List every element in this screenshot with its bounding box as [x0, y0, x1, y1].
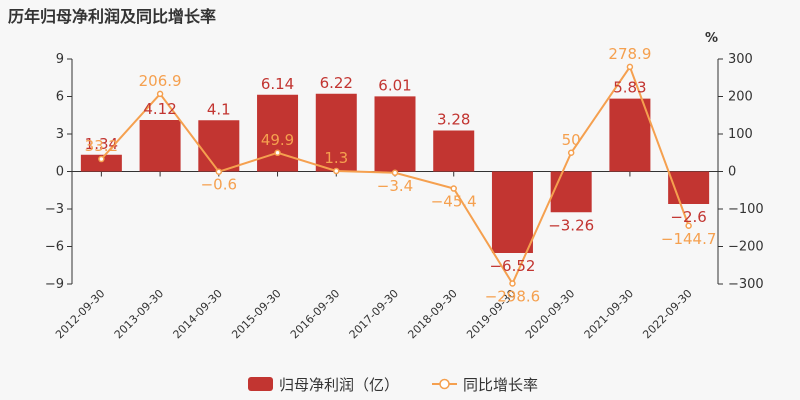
right-tick-label: −200 [728, 240, 764, 255]
right-tick-label: 300 [728, 52, 753, 67]
legend-line-label[interactable]: 同比增长率 [463, 376, 538, 394]
left-tick-label: −6 [45, 240, 64, 255]
right-tick-label: −100 [728, 202, 764, 217]
bar[interactable] [374, 96, 416, 172]
x-tick-label: 2018-09-30 [405, 287, 459, 341]
line-point[interactable] [626, 63, 634, 71]
line-point[interactable] [567, 149, 575, 156]
right-tick-label: 0 [728, 165, 736, 180]
legend[interactable]: 归母净利润（亿） 同比增长率 [248, 376, 538, 394]
x-tick-label: 2016-09-30 [288, 287, 342, 341]
bars [80, 93, 710, 254]
line-point[interactable] [509, 280, 516, 287]
legend-bar-swatch[interactable] [248, 377, 273, 391]
line-value-label: 49.9 [261, 131, 294, 149]
right-tick-label: −300 [728, 277, 764, 292]
left-tick-label: 0 [56, 165, 64, 180]
bar[interactable] [433, 130, 475, 172]
x-tick-label: 2015-09-30 [229, 287, 283, 341]
bar[interactable] [80, 154, 122, 172]
growth-line [98, 63, 692, 287]
chart-title: 历年归母净利润及同比增长率 [8, 7, 216, 26]
bar[interactable] [315, 93, 357, 172]
x-tick-label: 2021-09-30 [582, 287, 636, 341]
bar-value-label: 6.01 [378, 76, 411, 94]
bar-value-label: 6.14 [261, 75, 294, 93]
bar-value-label: 4.12 [143, 100, 176, 118]
bar-value-label: −6.52 [489, 257, 535, 275]
bar[interactable] [257, 94, 299, 172]
line-point[interactable] [391, 169, 399, 177]
bar-value-label: 4.1 [207, 100, 231, 118]
data-labels: 1.34 4.12 4.1 6.14 6.22 6.01 3.28 −6.52 −3.26 5.8… [85, 45, 717, 306]
x-tick-label: 2012-09-30 [53, 287, 107, 341]
x-tick-label: 2013-09-30 [112, 287, 166, 341]
line-point[interactable] [450, 185, 457, 192]
bar-value-label: 6.22 [320, 74, 353, 92]
line-value-label: 278.9 [608, 45, 651, 63]
axes: 9 6 3 0 −3 −6 −9 300 200 100 0 −100 −200 −300 2012-09-… [45, 52, 764, 341]
bar[interactable] [609, 98, 651, 172]
bar[interactable] [198, 120, 240, 172]
left-tick-label: 6 [56, 90, 64, 105]
left-tick-label: 3 [56, 127, 64, 142]
bar-value-label: 3.28 [437, 111, 470, 129]
bar[interactable] [139, 120, 181, 172]
line-value-label: 33.2 [85, 137, 118, 155]
line-point[interactable] [156, 90, 164, 98]
line-value-label: −298.6 [485, 287, 541, 305]
legend-bar-label[interactable]: 归母净利润（亿） [279, 376, 399, 394]
line-value-label: 206.9 [139, 72, 182, 90]
line-value-label: −3.4 [377, 177, 413, 195]
line-point[interactable] [274, 149, 281, 157]
right-tick-label: 200 [728, 90, 753, 105]
bar-value-label: −3.26 [548, 216, 594, 234]
line-point[interactable] [215, 168, 223, 175]
right-axis-unit: % [705, 31, 718, 46]
bar-value-label: 1.34 [85, 135, 118, 153]
line-point[interactable] [685, 222, 692, 230]
line-value-label: −0.6 [201, 176, 237, 194]
line-value-label: 50 [562, 131, 581, 149]
left-tick-label: 9 [56, 52, 64, 67]
right-tick-label: 100 [728, 127, 753, 142]
bar-value-label: 5.83 [613, 79, 646, 97]
line-value-label: −45.4 [431, 193, 477, 211]
line-point[interactable] [333, 167, 340, 175]
bar[interactable] [550, 171, 592, 213]
line-value-label: −144.7 [661, 230, 717, 248]
x-tick-label: 2022-09-30 [640, 287, 694, 341]
legend-line-marker[interactable] [439, 378, 450, 390]
bar-value-label: −2.6 [670, 208, 706, 226]
x-tick-label: 2014-09-30 [171, 287, 225, 341]
x-tick-label: 2017-09-30 [347, 287, 401, 341]
line-point[interactable] [98, 155, 105, 163]
left-tick-label: −9 [45, 277, 64, 292]
bar[interactable] [491, 171, 533, 254]
line-value-label: 1.3 [324, 149, 348, 167]
left-tick-label: −3 [45, 202, 64, 217]
